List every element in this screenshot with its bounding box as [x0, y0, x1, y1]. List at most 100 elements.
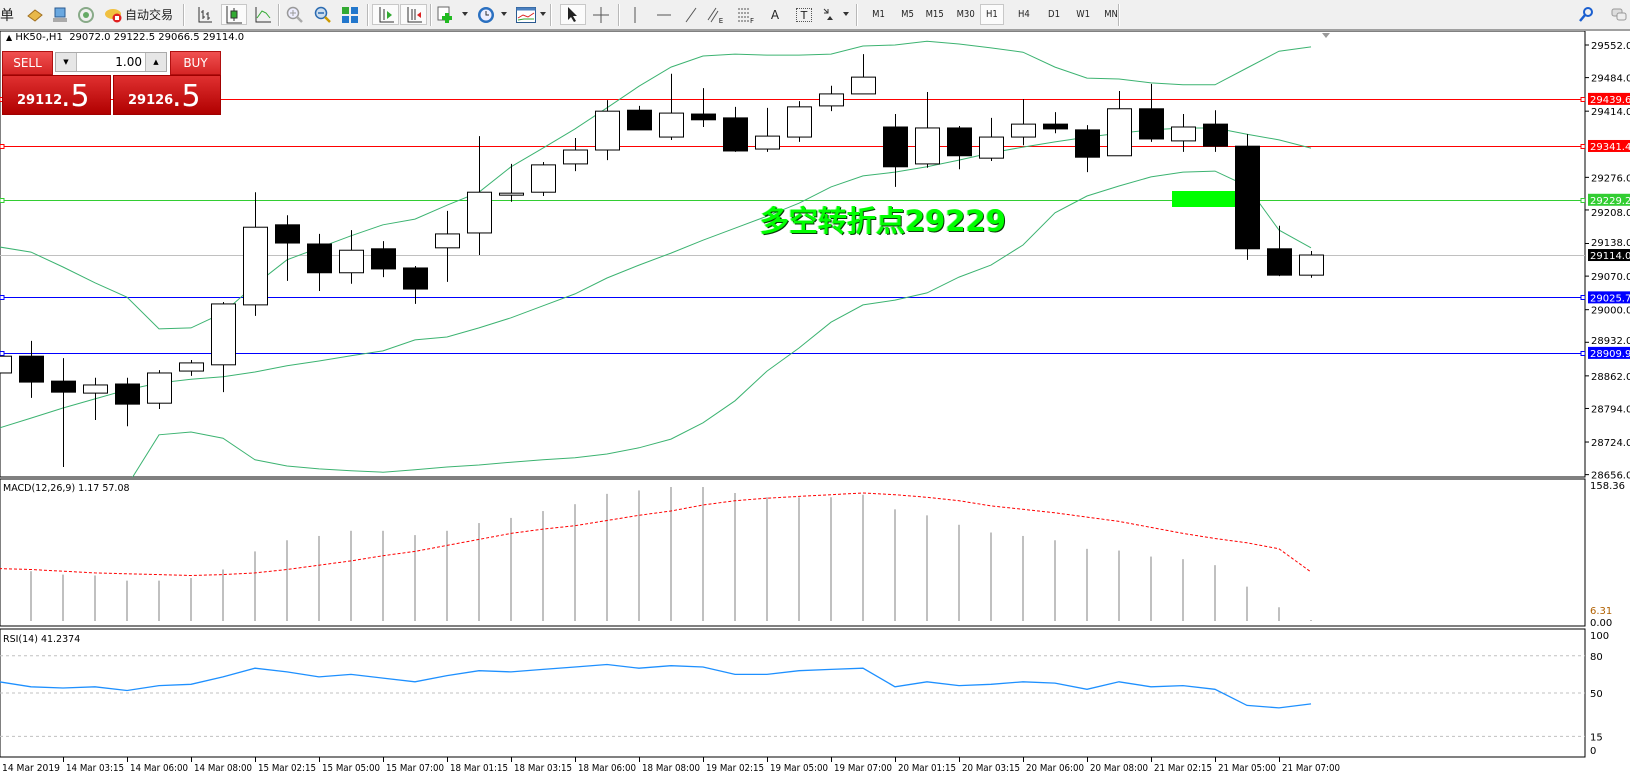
- line-anchor-icon[interactable]: [1580, 351, 1585, 356]
- candle[interactable]: [499, 163, 524, 202]
- auto-scroll-icon[interactable]: [372, 4, 399, 25]
- candle[interactable]: [819, 85, 844, 112]
- candle[interactable]: [755, 107, 780, 152]
- timeframe-m1[interactable]: M1: [868, 4, 888, 25]
- collapse-triangle-icon[interactable]: ▲: [6, 33, 13, 42]
- line-anchor-icon[interactable]: [1580, 295, 1585, 300]
- lot-increase-icon[interactable]: ▲: [145, 53, 166, 71]
- candle[interactable]: [307, 233, 332, 291]
- text-tool-button[interactable]: A: [770, 7, 780, 22]
- candle[interactable]: [1171, 114, 1196, 152]
- timeframe-h4[interactable]: H4: [1014, 4, 1034, 25]
- candle[interactable]: [147, 370, 172, 409]
- candle[interactable]: [339, 230, 364, 284]
- text-label-tool-button[interactable]: T: [796, 8, 812, 22]
- line-anchor-icon[interactable]: [0, 198, 5, 203]
- candle[interactable]: [435, 210, 460, 282]
- timeframe-m5[interactable]: M5: [897, 4, 917, 25]
- candle[interactable]: [531, 161, 556, 197]
- templates-dropdown-arrow[interactable]: [540, 12, 546, 16]
- candle[interactable]: [851, 54, 876, 95]
- buy-button[interactable]: BUY: [170, 51, 221, 75]
- candle[interactable]: [627, 105, 652, 131]
- timeframe-m30[interactable]: M30: [956, 4, 976, 25]
- signal-icon[interactable]: [77, 4, 95, 25]
- candlestick-chart-icon[interactable]: [221, 4, 247, 25]
- candle[interactable]: [1299, 250, 1324, 278]
- indicators-add-icon[interactable]: [436, 4, 456, 25]
- candle[interactable]: [243, 192, 268, 316]
- line-anchor-icon[interactable]: [1580, 97, 1585, 102]
- candle[interactable]: [1043, 112, 1068, 134]
- candle[interactable]: [275, 215, 300, 281]
- candle[interactable]: [563, 138, 588, 172]
- chart-shift-icon[interactable]: [400, 4, 427, 25]
- candle[interactable]: [787, 101, 812, 142]
- candle[interactable]: [1139, 83, 1164, 142]
- candle[interactable]: [723, 106, 748, 152]
- candle[interactable]: [51, 358, 76, 467]
- templates-icon[interactable]: [514, 4, 537, 25]
- periods-clock-icon[interactable]: [475, 4, 497, 25]
- indicators-dropdown-arrow[interactable]: [462, 12, 468, 16]
- line-anchor-icon[interactable]: [1580, 198, 1585, 203]
- candle[interactable]: [1011, 99, 1036, 146]
- arrows-dropdown-arrow[interactable]: [843, 12, 849, 16]
- market-watch-icon[interactable]: [26, 4, 44, 25]
- candle[interactable]: [1075, 125, 1100, 173]
- timeframe-d1[interactable]: D1: [1044, 4, 1064, 25]
- candle[interactable]: [115, 377, 140, 427]
- line-anchor-icon[interactable]: [0, 144, 5, 149]
- trendline-icon[interactable]: [684, 4, 698, 25]
- line-anchor-icon[interactable]: [0, 351, 5, 356]
- candle[interactable]: [659, 73, 684, 140]
- lot-decrease-icon[interactable]: ▼: [56, 53, 77, 71]
- candle[interactable]: [1203, 110, 1228, 152]
- candle[interactable]: [403, 266, 428, 304]
- candle[interactable]: [947, 126, 972, 170]
- pivot-annotation-text[interactable]: 多空转折点29229: [760, 204, 1006, 238]
- vertical-line-icon[interactable]: [628, 4, 642, 25]
- candle[interactable]: [883, 114, 908, 187]
- arrows-icon[interactable]: [820, 4, 836, 25]
- crosshair-icon[interactable]: [592, 4, 610, 25]
- timeframe-mn[interactable]: MN: [1101, 4, 1121, 25]
- horizontal-line-icon[interactable]: [656, 4, 672, 25]
- candle[interactable]: [979, 117, 1004, 162]
- sell-price-button[interactable]: 29112 .5: [2, 75, 111, 115]
- candle[interactable]: [595, 100, 620, 161]
- periods-dropdown-arrow[interactable]: [501, 12, 507, 16]
- fibonacci-icon[interactable]: F: [737, 4, 755, 25]
- candle[interactable]: [467, 136, 492, 256]
- chart-shift-marker-icon[interactable]: [1322, 33, 1330, 38]
- search-icon[interactable]: [1578, 4, 1594, 25]
- timeframe-h1[interactable]: H1: [980, 4, 1004, 25]
- zoom-out-icon[interactable]: [313, 4, 332, 25]
- timeframe-w1[interactable]: W1: [1073, 4, 1093, 25]
- menu-partial-label[interactable]: 单: [0, 7, 14, 24]
- sell-button[interactable]: SELL: [2, 51, 53, 75]
- lot-size-stepper[interactable]: ▼ 1.00 ▲: [55, 52, 167, 72]
- candle[interactable]: [1107, 91, 1132, 157]
- line-chart-icon[interactable]: [254, 4, 272, 25]
- candle[interactable]: [1235, 134, 1260, 260]
- line-anchor-icon[interactable]: [1580, 144, 1585, 149]
- lot-size-value[interactable]: 1.00: [115, 55, 142, 69]
- candle[interactable]: [179, 360, 204, 376]
- line-anchor-icon[interactable]: [0, 295, 5, 300]
- bar-chart-icon[interactable]: [196, 4, 214, 25]
- candle[interactable]: [211, 302, 236, 393]
- pivot-marker-rect[interactable]: [1172, 191, 1249, 207]
- candle[interactable]: [19, 340, 44, 398]
- equidistant-channel-icon[interactable]: E: [706, 4, 724, 25]
- candle[interactable]: [915, 91, 940, 168]
- timeframe-m15[interactable]: M15: [925, 4, 945, 25]
- cursor-icon[interactable]: [560, 4, 586, 25]
- zoom-in-icon[interactable]: [285, 4, 304, 25]
- navigator-server-icon[interactable]: [51, 4, 69, 25]
- tile-windows-icon[interactable]: [341, 4, 359, 25]
- candle[interactable]: [371, 241, 396, 278]
- community-chat-icon[interactable]: [1610, 4, 1628, 25]
- buy-price-button[interactable]: 29126 .5: [113, 75, 221, 115]
